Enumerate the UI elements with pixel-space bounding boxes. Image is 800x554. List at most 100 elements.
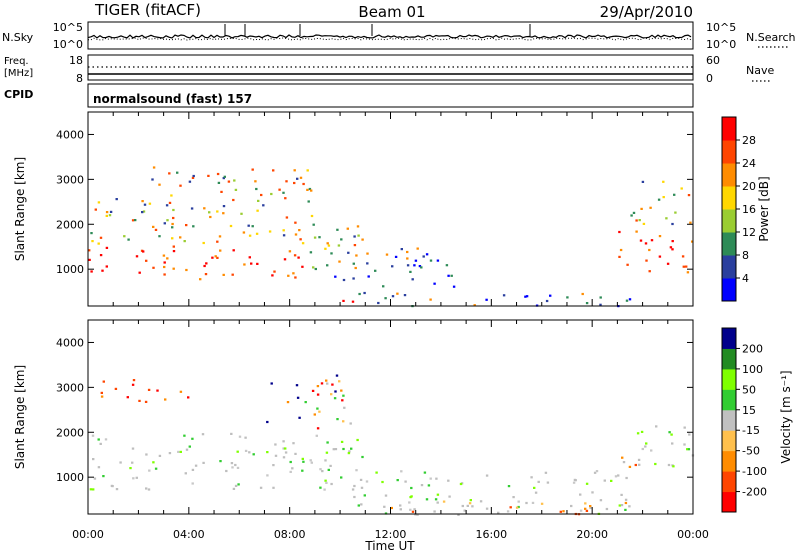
data-cell [625, 476, 628, 480]
data-cell [323, 488, 326, 491]
data-cell [636, 432, 640, 435]
cpid-panel [87, 83, 694, 108]
data-cell [202, 241, 205, 245]
data-cell [89, 488, 93, 491]
velocity-data [89, 374, 695, 516]
data-cell [293, 181, 296, 185]
data-cell [123, 235, 126, 238]
data-cell [360, 486, 364, 489]
data-cell [222, 205, 226, 208]
data-cell [218, 235, 222, 238]
colorbar-tick-label: -100 [742, 465, 767, 478]
data-cell [336, 418, 339, 421]
data-cell [471, 505, 474, 508]
data-cell [353, 244, 357, 247]
data-cell [367, 275, 370, 278]
colorbar-swatch [722, 163, 736, 187]
freq-trace [88, 66, 693, 75]
data-cell [294, 221, 297, 224]
data-cell [624, 498, 628, 501]
data-cell [423, 471, 427, 474]
data-cell [562, 510, 565, 513]
data-cell [382, 285, 385, 288]
y-tick-label: 3000 [56, 381, 84, 394]
data-cell [350, 447, 353, 450]
data-cell [172, 250, 176, 253]
data-cell [88, 258, 91, 261]
data-cell [163, 265, 166, 269]
data-cell [293, 254, 297, 257]
data-cell [525, 295, 529, 298]
data-cell [381, 480, 384, 484]
data-cell [466, 504, 469, 507]
colorbar-swatch [722, 278, 736, 302]
data-cell [447, 479, 450, 482]
data-cell [97, 242, 100, 245]
data-cell [158, 454, 162, 457]
data-cell [545, 299, 549, 303]
nsearch-tick-top: 10^5 [706, 21, 736, 34]
data-cell [639, 239, 643, 242]
data-cell [92, 458, 95, 461]
data-cell [666, 262, 670, 265]
data-cell [154, 228, 158, 231]
data-cell [191, 176, 195, 179]
data-cell [145, 453, 148, 456]
data-cell [618, 255, 621, 258]
data-cell [365, 480, 369, 483]
data-cell [517, 500, 520, 503]
data-cell [91, 240, 94, 243]
data-cell [672, 465, 675, 468]
data-cell [101, 269, 104, 272]
data-cell [179, 450, 182, 453]
data-cell [648, 248, 651, 252]
colorbar-swatch [722, 140, 736, 164]
data-cell [338, 380, 341, 383]
data-cell [640, 207, 643, 210]
data-cell [686, 271, 690, 274]
data-cell [291, 467, 294, 470]
data-cell [194, 464, 198, 467]
data-cell [191, 468, 195, 471]
data-cell [135, 255, 139, 258]
data-cell [662, 196, 665, 199]
data-cell [152, 266, 155, 269]
freq-label-1: Freq. [4, 56, 29, 67]
data-cell [203, 207, 206, 210]
data-cell [282, 456, 286, 459]
colorbar-frame [721, 327, 737, 513]
data-cell [190, 207, 194, 210]
data-cell [326, 242, 329, 245]
data-cell [354, 266, 357, 270]
data-cell [278, 188, 281, 191]
data-cell [244, 436, 247, 439]
data-cell [91, 434, 95, 437]
data-cell [315, 434, 318, 437]
data-cell [168, 452, 172, 455]
nsky-trace [87, 24, 692, 41]
power-colorbar: 28 24 20 16 12 8 4 [721, 116, 756, 302]
data-cell [589, 506, 592, 510]
data-cell [624, 501, 628, 505]
data-cell [399, 504, 402, 507]
data-cell [222, 177, 225, 180]
data-cell [318, 236, 321, 239]
data-cell [525, 501, 528, 505]
data-cell [357, 234, 360, 237]
data-cell [191, 437, 194, 440]
data-cell [102, 380, 105, 383]
data-cell [595, 470, 599, 473]
data-cell [192, 174, 195, 178]
data-cell [512, 496, 515, 499]
data-cell [97, 466, 101, 469]
x-tick-label: 12:00 [375, 528, 407, 541]
data-cell [442, 500, 446, 503]
data-cell [163, 273, 166, 276]
data-cell [147, 388, 151, 391]
data-cell [108, 214, 112, 217]
data-cell [599, 296, 602, 299]
data-cell [461, 504, 464, 508]
data-cell [585, 302, 589, 305]
colorbar-swatch [722, 430, 736, 452]
